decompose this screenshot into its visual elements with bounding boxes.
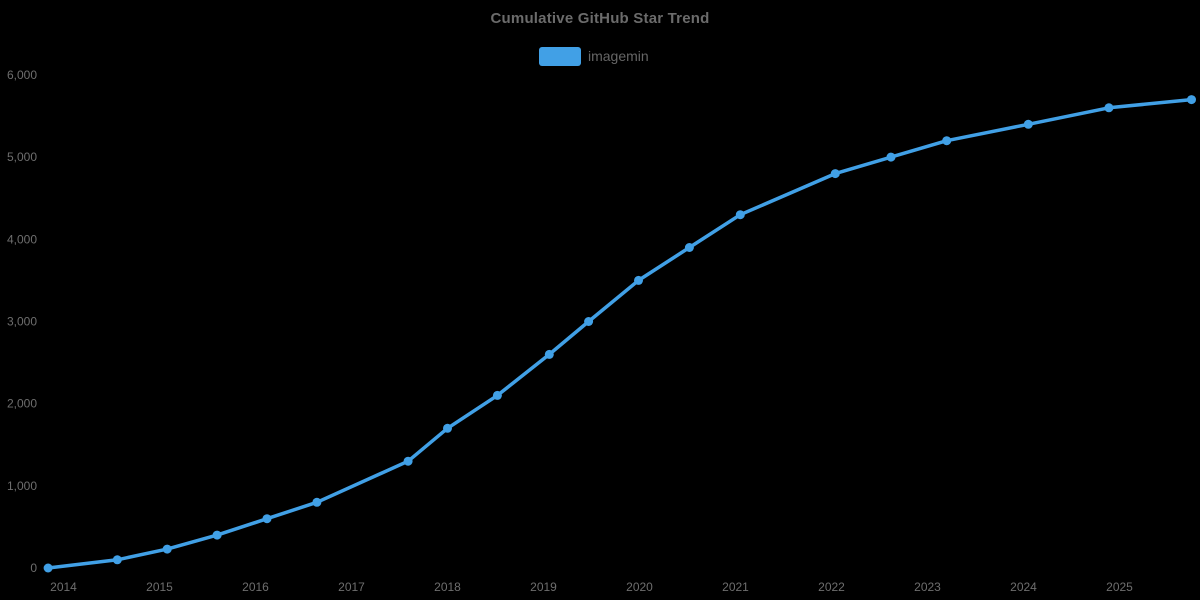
- x-axis-tick-label: 2022: [818, 580, 845, 594]
- data-point[interactable]: [830, 169, 840, 179]
- data-point[interactable]: [886, 152, 896, 162]
- x-axis-tick-label: 2021: [722, 580, 749, 594]
- data-point[interactable]: [1187, 95, 1196, 105]
- x-axis-tick-label: 2018: [434, 580, 461, 594]
- x-axis-tick-label: 2015: [146, 580, 173, 594]
- data-point[interactable]: [492, 390, 502, 400]
- data-point[interactable]: [684, 243, 694, 252]
- x-axis-tick-label: 2023: [914, 580, 941, 594]
- data-point[interactable]: [43, 563, 53, 573]
- y-axis-tick-label: 3,000: [7, 314, 37, 328]
- data-point[interactable]: [942, 136, 952, 146]
- data-point[interactable]: [735, 210, 745, 220]
- data-point[interactable]: [584, 317, 594, 326]
- data-point[interactable]: [443, 423, 452, 433]
- x-axis-tick-label: 2017: [338, 580, 365, 594]
- x-axis-tick-label: 2014: [50, 580, 77, 594]
- data-point[interactable]: [544, 349, 554, 359]
- data-point[interactable]: [262, 514, 272, 524]
- y-axis-tick-label: 1,000: [7, 479, 37, 493]
- y-axis-tick-label: 0: [30, 561, 37, 575]
- y-axis-tick-label: 5,000: [7, 150, 37, 164]
- x-axis-tick-label: 2016: [242, 580, 269, 594]
- data-point[interactable]: [162, 544, 172, 554]
- data-point[interactable]: [1023, 119, 1033, 129]
- y-axis-tick-label: 2,000: [7, 397, 37, 411]
- y-axis-tick-label: 4,000: [7, 232, 37, 246]
- x-axis-tick-label: 2024: [1010, 580, 1037, 594]
- series-line-imagemin: [46, 97, 1194, 570]
- data-point[interactable]: [634, 275, 643, 285]
- data-point[interactable]: [212, 530, 222, 540]
- data-point[interactable]: [1104, 103, 1114, 113]
- y-axis-tick-label: 6,000: [7, 68, 37, 82]
- legend-item-imagemin[interactable]: imagemin: [539, 47, 649, 66]
- x-axis-tick-label: 2020: [626, 580, 653, 594]
- data-point[interactable]: [312, 497, 322, 507]
- data-point[interactable]: [112, 555, 122, 565]
- legend-swatch: [539, 47, 581, 66]
- x-axis-tick-label: 2025: [1106, 580, 1133, 594]
- legend-label: imagemin: [588, 48, 649, 64]
- chart-title: Cumulative GitHub Star Trend: [490, 10, 710, 27]
- data-point[interactable]: [403, 456, 413, 466]
- x-axis-tick-label: 2019: [530, 580, 557, 594]
